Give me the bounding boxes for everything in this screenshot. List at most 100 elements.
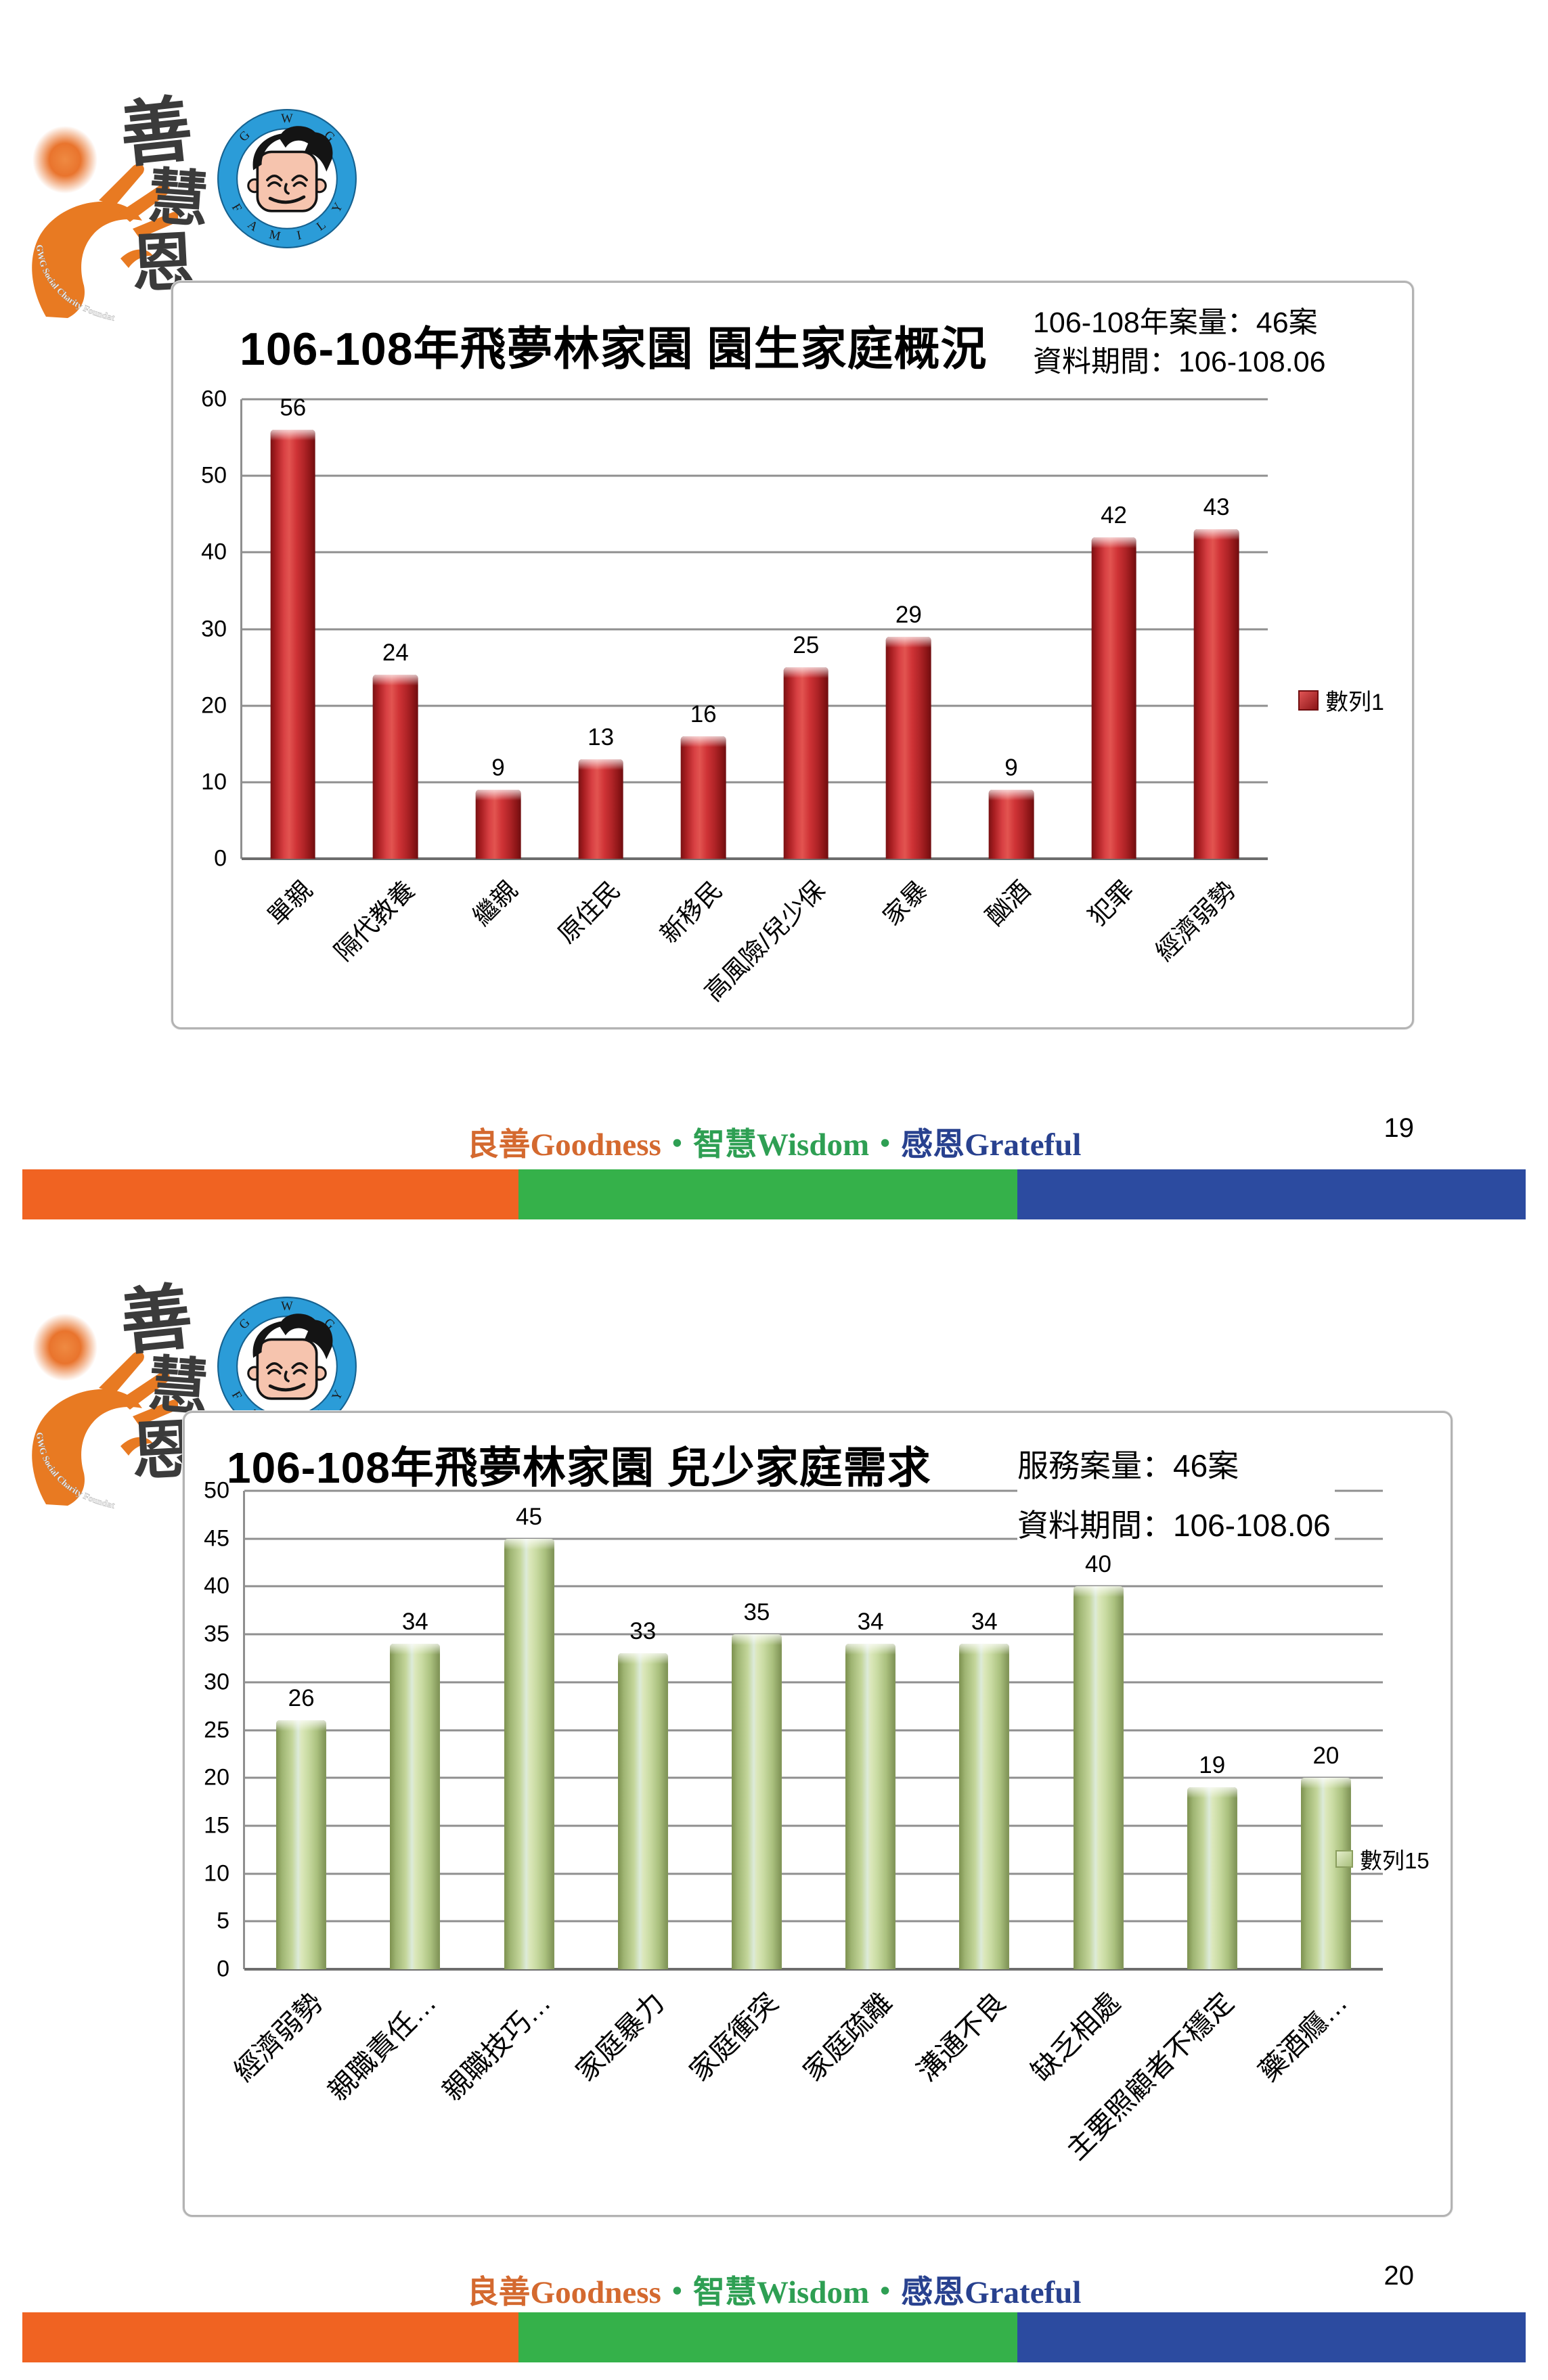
bar-column: 19	[1155, 1491, 1269, 1969]
bar	[886, 636, 931, 859]
y-axis-tick-label: 10	[201, 769, 227, 795]
gridline	[242, 398, 1268, 401]
bar	[783, 667, 829, 859]
x-axis-category-label: 犯罪	[1083, 876, 1138, 931]
gridline	[242, 474, 1268, 477]
chart-note: 106-108年案量：46案 資料期間：106-108.06	[1033, 303, 1326, 382]
gridline	[244, 1729, 1383, 1731]
bar-value-label: 19	[1199, 1752, 1226, 1779]
bar-value-label: 13	[588, 723, 615, 750]
bar	[1073, 1586, 1124, 1969]
page-number: 19	[1384, 1113, 1415, 1143]
bar-column: 40	[1041, 1491, 1155, 1969]
footer-wisdom: 智慧Wisdom	[692, 2275, 870, 2310]
bar-column: 9	[447, 399, 550, 859]
chart-title: 106-108年飛夢林家園 園生家庭概況	[240, 323, 988, 375]
bar-column: 43	[1165, 399, 1268, 859]
x-axis-category-label: 家庭疏離	[797, 1986, 898, 2088]
chart-note-line-2: 資料期間：106-108.06	[1017, 1508, 1331, 1543]
legend-swatch-icon	[1335, 1850, 1353, 1868]
cartoon-face-icon	[247, 1314, 333, 1400]
bar	[988, 790, 1034, 859]
legend-label: 數列15	[1360, 1848, 1430, 1873]
charity-hand-icon: GWG Social Charity Foundation	[19, 1343, 178, 1509]
legend-label: 數列1	[1325, 690, 1384, 715]
x-axis-category-label: 缺乏相處	[1025, 1986, 1126, 2088]
bar-value-label: 45	[516, 1503, 542, 1530]
legend: 數列1	[1298, 683, 1384, 717]
bar	[390, 1644, 441, 1969]
bar-value-label: 43	[1203, 494, 1230, 521]
bar-column: 25	[755, 399, 858, 859]
cartoon-face-icon	[247, 126, 333, 212]
y-axis-tick-label: 50	[204, 1477, 229, 1504]
color-bar-blue-segment	[1017, 2312, 1526, 2362]
logo-block: GWG Social Charity Foundation 善 慧 恩 G W …	[19, 86, 371, 325]
bar	[475, 790, 521, 859]
svg-text:I: I	[296, 228, 303, 243]
footer-wisdom: 智慧Wisdom	[692, 1127, 870, 1163]
y-axis-tick-label: 25	[204, 1717, 229, 1743]
legend: 數列15	[1335, 1843, 1430, 1875]
y-axis-tick-label: 30	[204, 1669, 229, 1695]
svg-text:W: W	[281, 112, 293, 126]
x-axis-category-label: 溝通不良	[911, 1986, 1012, 2088]
bar-column: 34	[927, 1491, 1041, 1969]
y-axis-tick-label: 50	[201, 462, 227, 489]
footer-separator: ・	[869, 1127, 902, 1163]
gridline	[242, 857, 1268, 860]
bar-column: 13	[550, 399, 653, 859]
bar-value-label: 24	[382, 639, 409, 667]
chart-frame-family-overview: 106-108年飛夢林家園 園生家庭概況 106-108年案量：46案 資料期間…	[171, 281, 1414, 1029]
x-axis-category-label: 經濟弱勢	[227, 1986, 329, 2088]
footer-separator: ・	[661, 2275, 693, 2310]
page-number: 20	[1384, 2261, 1415, 2291]
y-axis-tick-label: 35	[204, 1621, 229, 1647]
chart-note: 服務案量：46案 資料期間：106-108.06	[1017, 1436, 1335, 1555]
gridline	[244, 1489, 1383, 1492]
color-bar-orange-segment	[22, 2312, 518, 2362]
calligraphy-shan: 善	[116, 1273, 197, 1366]
y-axis-tick-label: 5	[217, 1908, 229, 1934]
logo-block: GWG Social Charity Foundation 善 慧 恩 G W …	[19, 1274, 371, 1512]
chart-note-line-1: 服務案量：46案	[1017, 1448, 1239, 1483]
x-axis-category-label: 經濟弱勢	[1150, 876, 1241, 966]
bar-value-label: 40	[1085, 1551, 1111, 1578]
color-bar-blue-segment	[1017, 1169, 1526, 1219]
y-axis-tick-label: 0	[217, 1956, 229, 1982]
bar	[680, 736, 726, 859]
color-bar-green-segment	[518, 1169, 1018, 1219]
gridline	[244, 1633, 1383, 1636]
bar-column: 45	[472, 1491, 585, 1969]
bar	[270, 430, 316, 859]
y-axis-tick-label: 60	[201, 386, 227, 412]
bar-column: 16	[652, 399, 755, 859]
gwg-family-badge: G W G F A M I L Y	[217, 109, 357, 248]
bar	[845, 1644, 896, 1969]
gwg-family-badge: G W G F A M I L Y	[217, 1297, 357, 1436]
footer-goodness: 良善Goodness	[466, 2275, 661, 2310]
x-axis-category-label: 親職技巧…	[436, 1986, 556, 2107]
footer-motto: 良善Goodness・智慧Wisdom・感恩Grateful	[0, 1118, 1548, 1165]
x-axis-category-label: 家庭衝突	[683, 1986, 784, 2088]
x-axis-category-label: 家暴	[878, 876, 933, 931]
footer-color-bar	[22, 2312, 1526, 2362]
gridline	[244, 1824, 1383, 1827]
bar	[1187, 1787, 1237, 1969]
bar-value-label: 33	[629, 1618, 657, 1645]
slide-20: GWG Social Charity Foundation 善 慧 恩 G W …	[0, 1218, 1548, 2380]
bar	[276, 1720, 327, 1969]
gridline	[242, 551, 1268, 554]
bar	[617, 1653, 668, 1969]
footer-motto: 良善Goodness・智慧Wisdom・感恩Grateful	[0, 2266, 1548, 2312]
charity-hand-icon: GWG Social Charity Foundation	[19, 156, 178, 321]
bar-column: 9	[960, 399, 1063, 859]
bar-value-label: 42	[1101, 501, 1128, 529]
y-axis-tick-label: 20	[201, 692, 227, 719]
bar-column: 24	[345, 399, 447, 859]
plot-area: 0 5 10 15 20 25 30 35 40 45 50 26 34 45 33 35 34 34 40 19 20…	[204, 1478, 1383, 2165]
bar-column: 42	[1063, 399, 1166, 859]
y-axis-tick-label: 45	[204, 1525, 229, 1552]
plot-area: 0 10 20 30 40 50 60 56 24 9 13 16 25 29 9 42 43 單親 隔代教養 繼親原…	[201, 386, 1268, 1006]
x-axis-category-label: 藥酒癮…	[1252, 1986, 1354, 2088]
